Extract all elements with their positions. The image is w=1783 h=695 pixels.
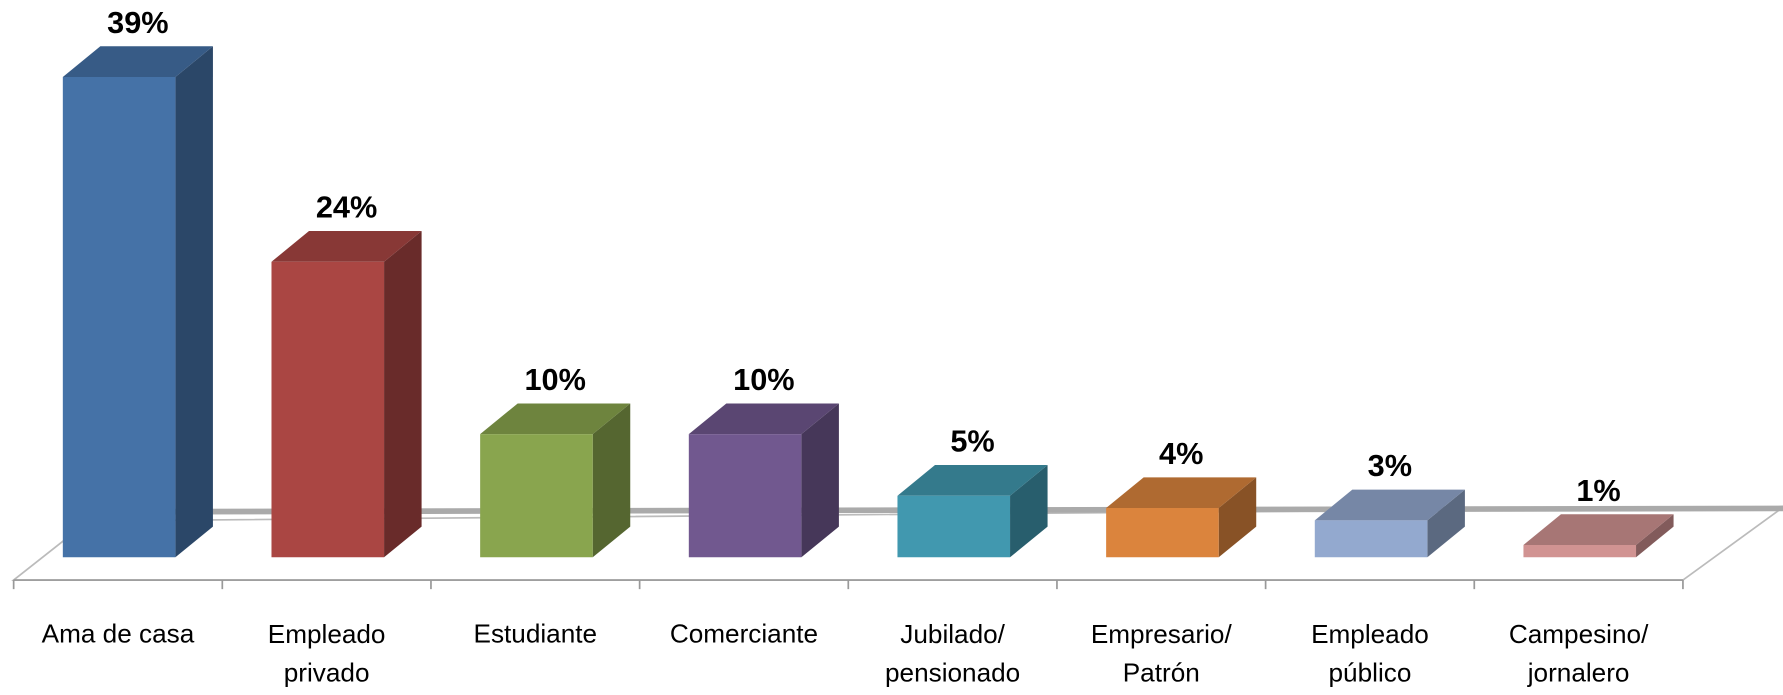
data-label: 3%	[1368, 448, 1412, 483]
bar-front	[62, 77, 176, 558]
bar	[1523, 514, 1674, 558]
bar-side	[1427, 489, 1465, 558]
bar	[688, 403, 839, 558]
bar-top	[688, 403, 839, 435]
data-label: 10%	[524, 362, 585, 397]
bar-front	[1523, 544, 1637, 558]
x-tick-label: Campesino/jornalero	[1509, 619, 1649, 688]
bar-front	[271, 261, 385, 558]
x-tick-label: Jubilado/pensionado	[885, 619, 1020, 688]
bar-top	[480, 403, 631, 435]
bar-front	[480, 434, 593, 558]
bar-side	[175, 46, 213, 558]
bar-side	[592, 403, 631, 558]
bar	[1106, 477, 1257, 558]
x-tick-label: Empleado público	[1311, 619, 1429, 688]
bar-front	[1314, 520, 1428, 558]
data-label: 10%	[733, 362, 794, 397]
bar-front	[1106, 508, 1219, 558]
bar-top	[897, 465, 1048, 496]
bar	[1314, 489, 1465, 558]
bar-front	[897, 495, 1011, 558]
bar-top	[1523, 514, 1674, 545]
x-tick-label: Empresario/Patrón	[1091, 619, 1233, 688]
bar-side	[801, 403, 839, 558]
data-label: 39%	[107, 5, 168, 40]
data-label: 24%	[316, 190, 377, 225]
bar	[480, 403, 631, 558]
bar-top	[271, 231, 422, 262]
data-label: 4%	[1159, 436, 1203, 471]
bar-side	[384, 231, 422, 558]
x-tick-label: Empleado privado	[268, 619, 386, 688]
bar	[897, 465, 1048, 558]
x-tick-label: Comerciante	[670, 619, 818, 649]
data-label: 5%	[950, 424, 994, 459]
bar-top	[1314, 489, 1465, 521]
bar	[271, 231, 422, 558]
bar-top	[62, 46, 213, 78]
bar-front	[688, 434, 802, 558]
bar-side	[1636, 514, 1674, 558]
bar-side	[1010, 465, 1048, 558]
bar-top	[1106, 477, 1257, 509]
data-label: 1%	[1576, 473, 1620, 508]
x-tick-label: Ama de casa	[42, 619, 195, 649]
bar-side	[1218, 477, 1257, 558]
x-tick-label: Estudiante	[474, 619, 598, 649]
bar	[62, 46, 213, 558]
